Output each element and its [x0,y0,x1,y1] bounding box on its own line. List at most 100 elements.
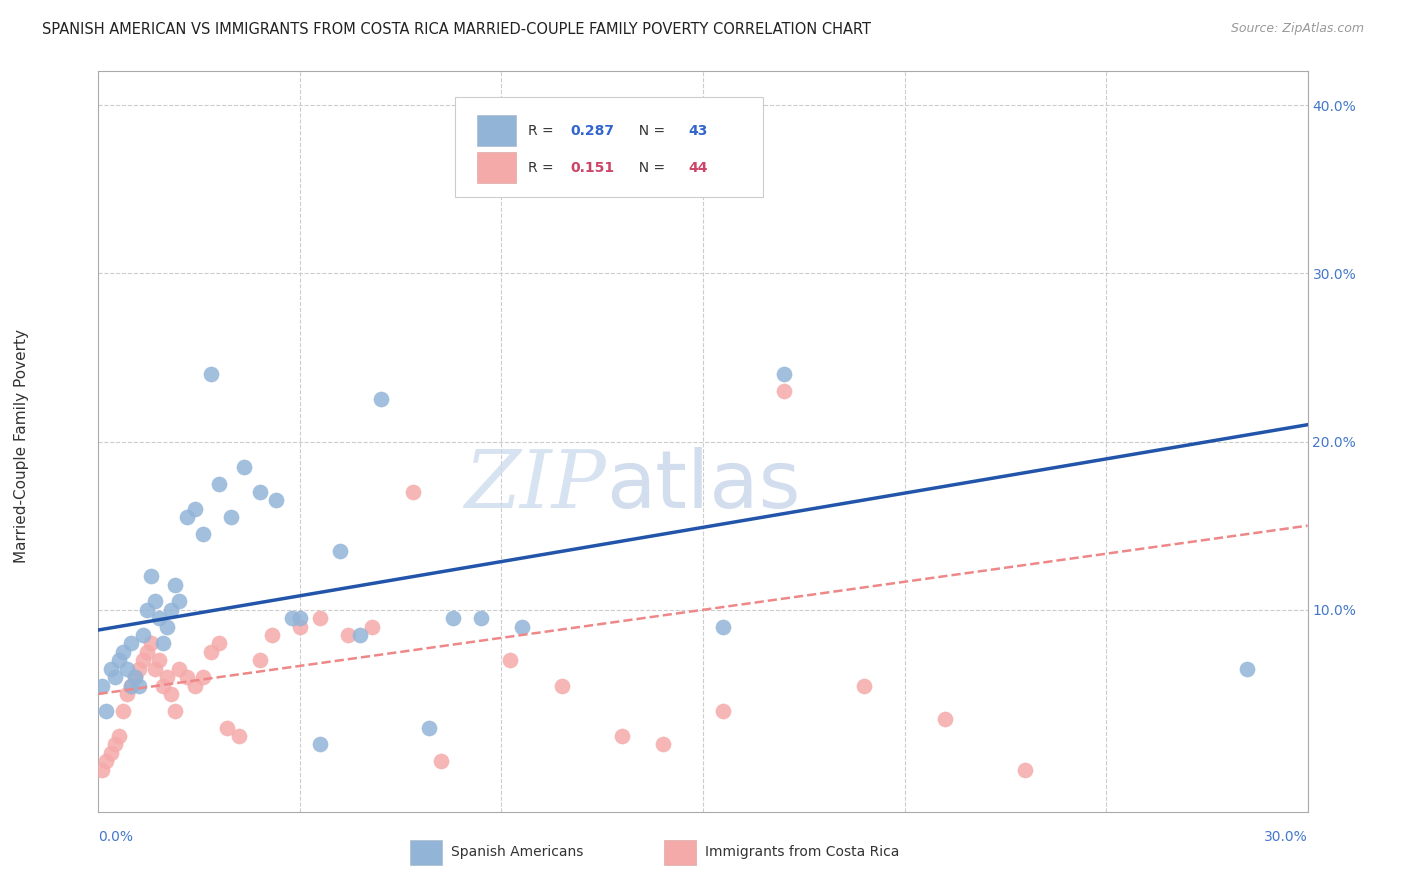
Point [612,729,634,743]
Point [249,653,271,667]
Point [115,687,138,701]
Point [711,619,734,633]
Point [208,636,231,650]
Point [103,738,125,752]
Point [337,628,360,642]
Point [281,611,304,625]
Point [184,679,207,693]
Text: ZIP: ZIP [464,447,606,524]
Point [91,763,114,777]
Point [711,704,734,718]
Point [135,603,157,617]
Point [1014,763,1036,777]
Text: atlas: atlas [606,447,800,525]
Text: R =: R = [527,161,562,175]
Point [148,611,170,625]
FancyBboxPatch shape [664,840,696,865]
Point [193,670,215,684]
Point [551,679,574,693]
Text: SPANISH AMERICAN VS IMMIGRANTS FROM COSTA RICA MARRIED-COUPLE FAMILY POVERTY COR: SPANISH AMERICAN VS IMMIGRANTS FROM COST… [42,22,872,37]
Point [139,569,162,583]
Text: R =: R = [527,124,558,137]
Point [152,679,174,693]
Point [143,594,166,608]
Point [288,619,311,633]
Point [124,670,146,684]
Point [139,636,162,650]
Point [651,738,673,752]
Point [772,384,794,398]
Point [96,754,118,768]
Point [91,679,114,693]
Text: 0.287: 0.287 [569,124,614,137]
Point [288,611,311,625]
FancyBboxPatch shape [477,152,516,183]
Point [184,501,207,516]
Point [148,653,170,667]
Point [193,527,215,541]
Point [135,645,157,659]
Point [441,611,464,625]
Point [176,510,198,524]
Point [160,603,183,617]
Point [156,670,179,684]
Point [232,459,254,474]
Point [120,679,142,693]
Point [107,653,129,667]
Text: N =: N = [630,124,669,137]
Point [208,476,231,491]
Text: 0.151: 0.151 [569,161,614,175]
Point [128,662,150,676]
Point [132,628,155,642]
Point [329,544,352,558]
Point [143,662,166,676]
Point [115,662,138,676]
Point [120,636,142,650]
Text: 44: 44 [689,161,709,175]
Point [96,704,118,718]
FancyBboxPatch shape [411,840,441,865]
Point [264,493,287,508]
Point [107,729,129,743]
Point [163,704,186,718]
Point [124,670,146,684]
Text: N =: N = [630,161,669,175]
Point [100,662,122,676]
Point [163,577,186,591]
Point [309,611,332,625]
Point [470,611,492,625]
Point [103,670,125,684]
Point [176,670,198,684]
Point [1236,662,1258,676]
Point [510,619,533,633]
Text: 43: 43 [689,124,707,137]
Point [128,679,150,693]
Point [152,636,174,650]
Point [934,712,956,726]
Point [217,721,239,735]
FancyBboxPatch shape [477,115,516,146]
Point [853,679,876,693]
Point [349,628,371,642]
Point [418,721,440,735]
Text: 30.0%: 30.0% [1264,830,1308,844]
Point [120,679,142,693]
Text: Immigrants from Costa Rica: Immigrants from Costa Rica [706,846,900,859]
Point [260,628,283,642]
Point [370,392,392,407]
Point [132,653,155,667]
Point [160,687,183,701]
Point [430,754,453,768]
Point [498,653,520,667]
Point [309,738,332,752]
Text: Spanish Americans: Spanish Americans [451,846,583,859]
Point [167,662,190,676]
Point [221,510,243,524]
Point [361,619,384,633]
Text: Source: ZipAtlas.com: Source: ZipAtlas.com [1230,22,1364,36]
Point [111,704,134,718]
Point [156,619,179,633]
Point [249,485,271,500]
Point [167,594,190,608]
Text: Married-Couple Family Poverty: Married-Couple Family Poverty [14,329,28,563]
